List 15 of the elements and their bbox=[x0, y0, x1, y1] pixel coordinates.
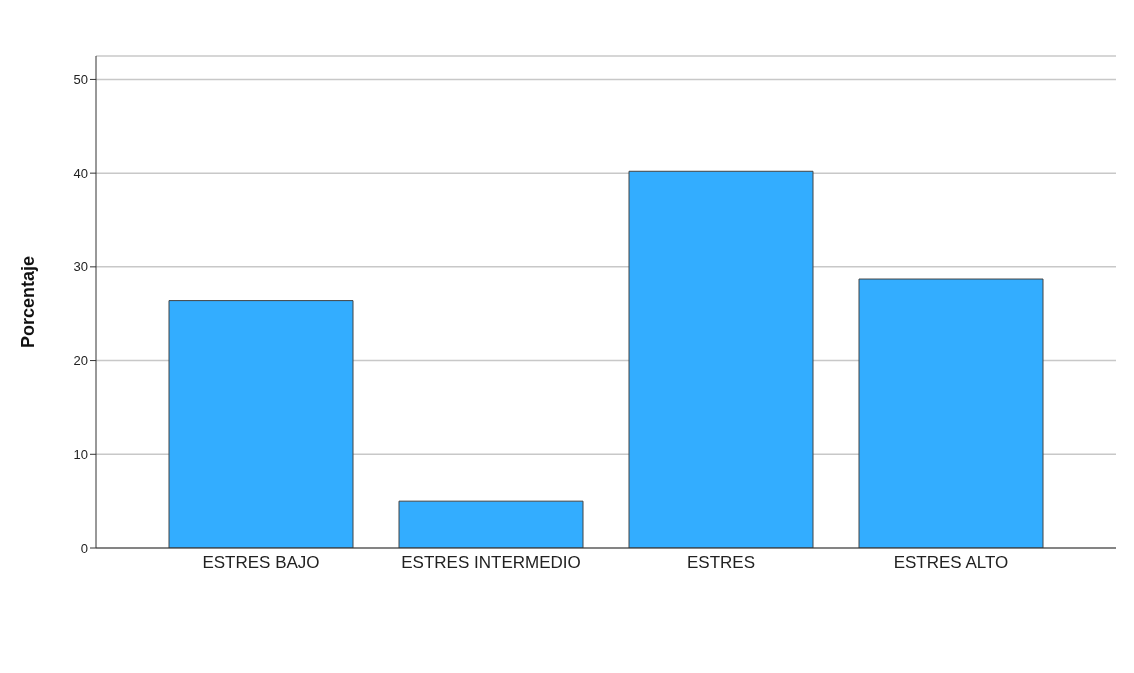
y-tick-label: 30 bbox=[73, 259, 88, 275]
y-tick-label: 10 bbox=[73, 446, 88, 462]
x-tick-label: ESTRES BAJO bbox=[202, 553, 320, 573]
bar bbox=[168, 300, 354, 548]
bar bbox=[398, 500, 584, 548]
bar bbox=[858, 278, 1044, 548]
x-tick-label: ESTRES ALTO bbox=[893, 553, 1009, 573]
x-tick-label: ESTRES bbox=[686, 553, 756, 573]
bar bbox=[628, 170, 814, 548]
y-tick-label: 40 bbox=[73, 165, 88, 181]
y-tick-label: 20 bbox=[73, 353, 88, 369]
x-tick-label: ESTRES INTERMEDIO bbox=[401, 553, 581, 573]
y-tick-label: 0 bbox=[80, 540, 88, 556]
y-tick-label: 50 bbox=[73, 72, 88, 88]
y-axis-title: Porcentaje bbox=[18, 255, 39, 349]
